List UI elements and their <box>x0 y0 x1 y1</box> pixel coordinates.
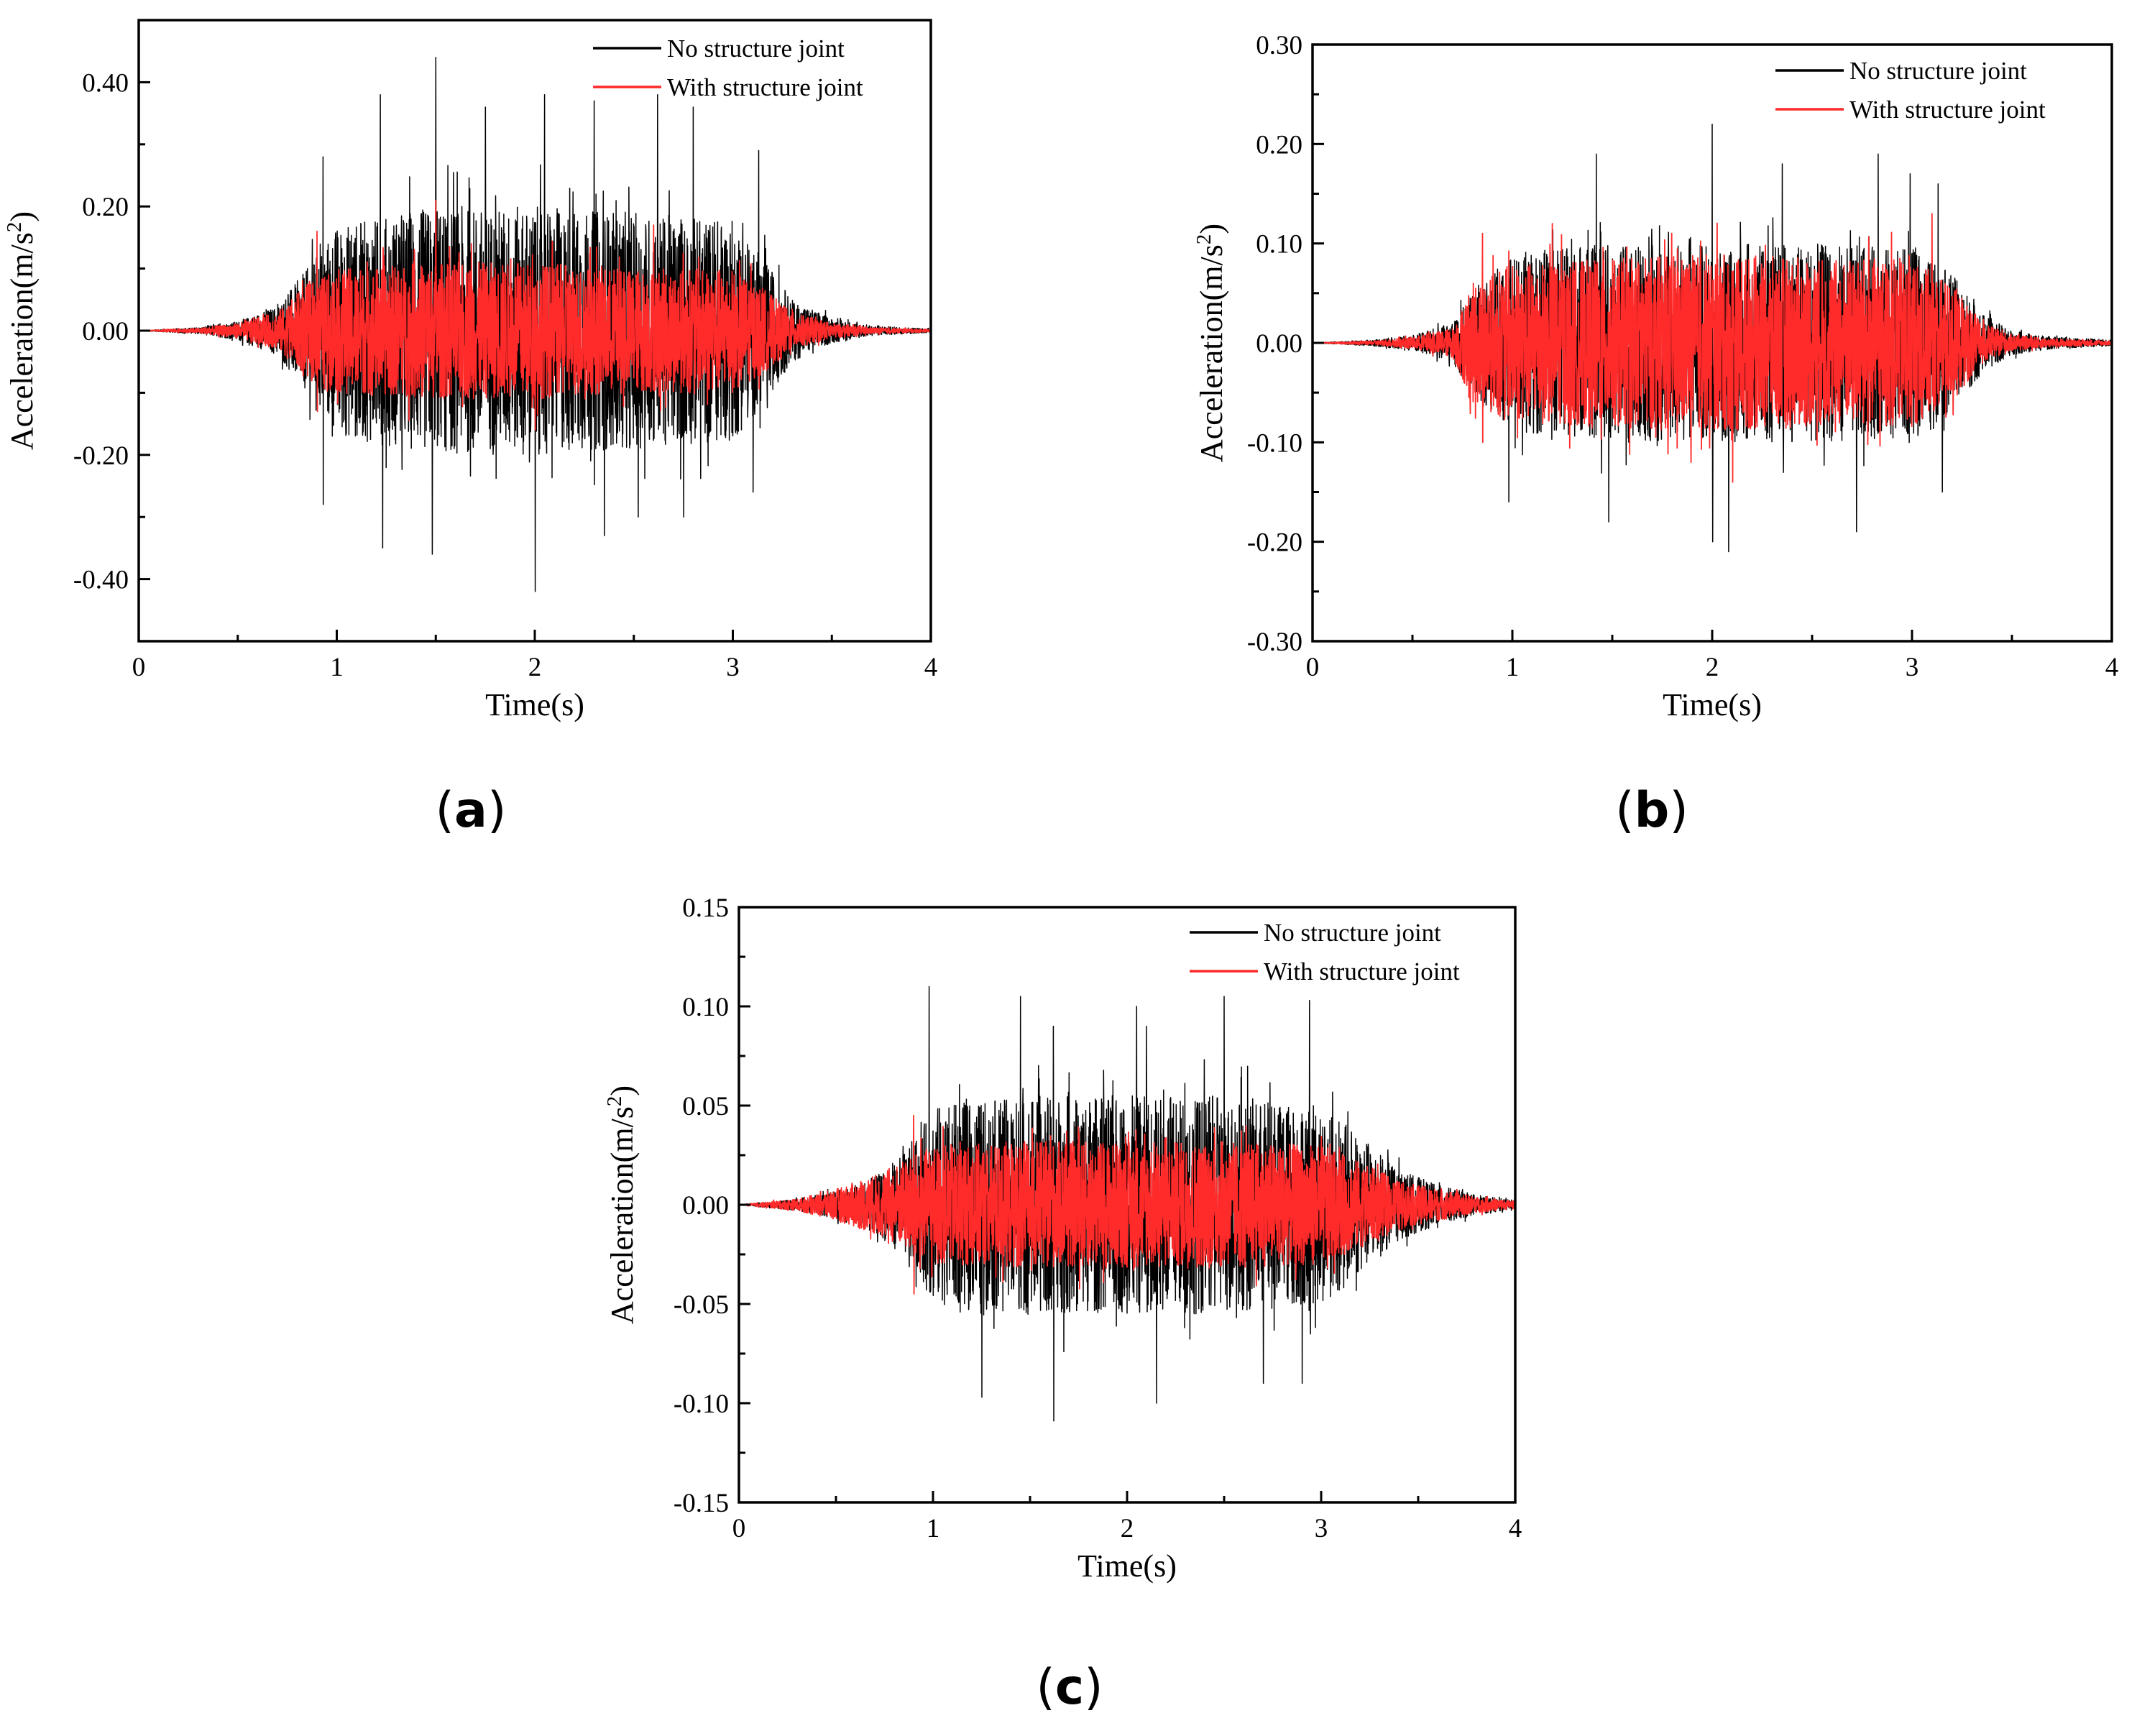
x-tick-label: 0 <box>1306 653 1320 682</box>
legend-label-no-structure-joint: No structure joint <box>1849 57 2027 85</box>
panel-caption-c: (c) <box>1036 1659 1103 1716</box>
x-tick-label: 4 <box>2105 653 2119 682</box>
x-tick-label: 3 <box>1315 1514 1328 1543</box>
chart-panel-b: 0 1 2 3 4 -0.30 -0.20 -0.10 0.00 0.10 0.20 0.30 Time… <box>1192 31 2118 839</box>
y-axis-title: Acceleration(m/s2) <box>1192 224 1229 462</box>
panel-caption-b: (b) <box>1615 782 1688 839</box>
y-tick-label: 0.30 <box>1256 31 1302 60</box>
x-tick-label: 3 <box>1906 653 1919 682</box>
x-axis-title: Time(s) <box>1077 1548 1177 1584</box>
chart-panel-a: 0 1 2 3 4 -0.40 -0.20 0.00 0.20 0.40 Time(s) Accele… <box>3 19 938 839</box>
legend-label-no-structure-joint: No structure joint <box>667 35 845 63</box>
x-tick-label: 1 <box>1506 653 1520 682</box>
y-tick-label: 0.10 <box>682 993 729 1022</box>
plot-area <box>1313 123 2112 553</box>
y-tick-label: 0.20 <box>1256 130 1302 160</box>
legend-label-with-structure-joint: With structure joint <box>667 73 863 101</box>
y-tick-label: -0.05 <box>674 1290 729 1320</box>
panel-caption-a: (a) <box>436 782 507 839</box>
y-axis-title: Acceleration(m/s2) <box>603 1085 640 1324</box>
chart-panel-c: 0 1 2 3 4 -0.15 -0.10 -0.05 0.00 0.05 0.10 0.15 Time… <box>603 894 1522 1716</box>
y-tick-label: -0.20 <box>73 441 129 471</box>
y-tick-label: 0.40 <box>82 68 129 98</box>
legend-label-no-structure-joint: No structure joint <box>1264 919 1441 947</box>
y-axis-title: Acceleration(m/s2) <box>3 211 40 450</box>
series-line-with-structure-joint <box>139 199 931 431</box>
x-tick-label: 0 <box>132 653 146 682</box>
series-line-with-structure-joint <box>1313 213 2112 483</box>
x-tick-label: 3 <box>726 653 740 682</box>
plot-area <box>739 986 1515 1422</box>
plot-area <box>139 57 931 592</box>
y-tick-label: -0.30 <box>1247 628 1302 657</box>
legend-label-with-structure-joint: With structure joint <box>1849 96 2046 124</box>
series-line-with-structure-joint <box>739 1114 1515 1295</box>
x-tick-label: 1 <box>330 653 344 682</box>
x-tick-label: 2 <box>1121 1514 1134 1543</box>
x-tick-label: 2 <box>528 653 542 682</box>
y-tick-label: 0.05 <box>682 1092 729 1121</box>
y-tick-label: 0.20 <box>82 193 129 222</box>
x-tick-label: 2 <box>1706 653 1719 682</box>
y-tick-label: -0.10 <box>674 1390 729 1419</box>
x-axis-title: Time(s) <box>1663 687 1762 722</box>
y-tick-label: 0.00 <box>682 1191 729 1221</box>
y-tick-label: -0.20 <box>1247 528 1302 558</box>
x-tick-label: 1 <box>927 1514 940 1543</box>
y-tick-label: 0.00 <box>82 317 129 346</box>
x-tick-label: 4 <box>924 653 938 682</box>
y-tick-label: -0.15 <box>674 1489 729 1518</box>
y-tick-label: 0.15 <box>682 894 729 923</box>
y-tick-label: 0.00 <box>1256 329 1302 359</box>
x-axis-title: Time(s) <box>485 687 584 722</box>
y-tick-label: -0.40 <box>73 566 129 595</box>
y-tick-label: -0.10 <box>1247 428 1302 458</box>
legend-label-with-structure-joint: With structure joint <box>1264 957 1460 986</box>
x-tick-label: 4 <box>1509 1514 1522 1543</box>
x-tick-label: 0 <box>732 1514 746 1543</box>
y-tick-label: 0.10 <box>1256 230 1302 260</box>
